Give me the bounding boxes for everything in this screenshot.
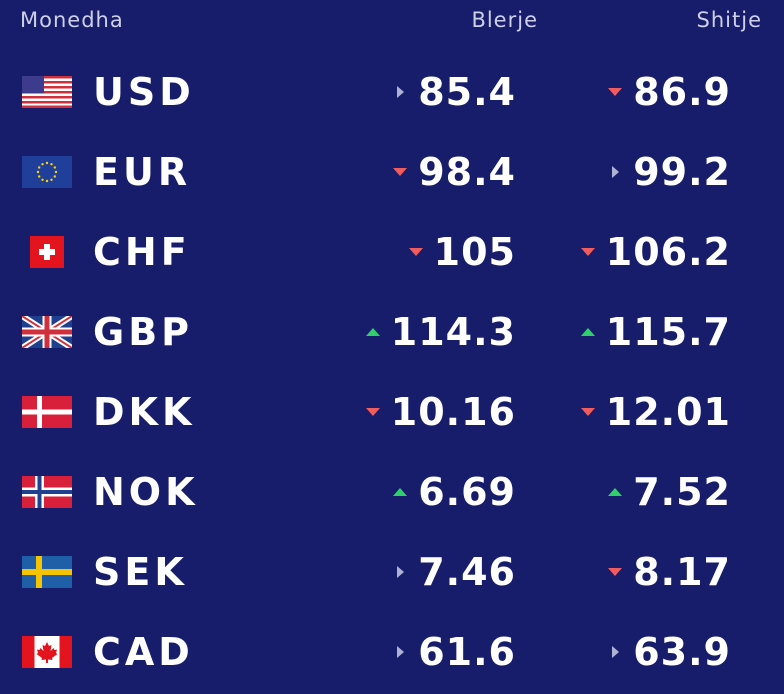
- trend-down: [608, 568, 623, 576]
- rate-row: SEK 7.46 8.17: [0, 532, 784, 612]
- sell-rate: 86.9: [633, 70, 731, 114]
- flag: [22, 476, 72, 508]
- buy-cell: 105: [408, 212, 516, 292]
- header-currency: Monedha: [20, 8, 124, 32]
- flag: [22, 396, 72, 428]
- buy-rate: 98.4: [418, 150, 516, 194]
- buy-rate: 6.69: [418, 470, 516, 514]
- sell-cell: 115.7: [580, 292, 731, 372]
- flag: [22, 76, 72, 108]
- trend-neutral: [612, 166, 620, 178]
- buy-cell: 7.46: [392, 532, 516, 612]
- sell-cell: 63.9: [607, 612, 731, 692]
- sell-cell: 99.2: [607, 132, 731, 212]
- rate-row: CAD 61.6 63.9: [0, 612, 784, 692]
- sell-cell: 7.52: [607, 452, 731, 532]
- buy-rate: 61.6: [418, 630, 516, 674]
- flag: [30, 236, 64, 268]
- trend-down: [365, 408, 380, 416]
- flag: [22, 316, 72, 348]
- currency-code: EUR: [93, 150, 192, 194]
- trend-down: [408, 248, 423, 256]
- sell-rate: 115.7: [605, 310, 731, 354]
- currency-code: CAD: [93, 630, 194, 674]
- trend-arrow: [608, 88, 623, 96]
- trend-arrow: [365, 408, 380, 416]
- buy-rate: 85.4: [418, 70, 516, 114]
- buy-rate: 114.3: [390, 310, 516, 354]
- sell-rate: 7.52: [633, 470, 731, 514]
- flag: [22, 556, 72, 588]
- trend-down: [580, 248, 595, 256]
- trend-arrow: [397, 566, 405, 578]
- sell-rate: 99.2: [633, 150, 731, 194]
- buy-cell: 6.69: [392, 452, 516, 532]
- rate-row: NOK 6.69 7.52: [0, 452, 784, 532]
- sell-cell: 106.2: [580, 212, 731, 292]
- buy-cell: 114.3: [365, 292, 516, 372]
- buy-cell: 61.6: [392, 612, 516, 692]
- trend-neutral: [397, 86, 405, 98]
- rate-row: EUR 98.4 99.2: [0, 132, 784, 212]
- buy-rate: 10.16: [390, 390, 516, 434]
- trend-arrow: [393, 488, 408, 496]
- rate-row: USD 85.4 86.9: [0, 52, 784, 132]
- trend-up: [365, 328, 380, 336]
- buy-rate: 105: [433, 230, 516, 274]
- currency-code: NOK: [93, 470, 199, 514]
- rate-row: DKK 10.16 12.01: [0, 372, 784, 452]
- trend-neutral: [612, 646, 620, 658]
- rate-row: CHF 105 106.2: [0, 212, 784, 292]
- sell-cell: 86.9: [607, 52, 731, 132]
- trend-arrow: [365, 328, 380, 336]
- rate-row: GBP 114.3 115.7: [0, 292, 784, 372]
- trend-arrow: [393, 168, 408, 176]
- currency-code: CHF: [93, 230, 191, 274]
- sell-rate: 106.2: [605, 230, 731, 274]
- flag: [22, 156, 72, 188]
- trend-arrow: [608, 488, 623, 496]
- header-buy: Blerje: [471, 8, 538, 32]
- trend-arrow: [397, 646, 405, 658]
- sell-cell: 12.01: [580, 372, 731, 452]
- sell-rate: 63.9: [633, 630, 731, 674]
- sell-rate: 12.01: [605, 390, 731, 434]
- sell-rate: 8.17: [633, 550, 731, 594]
- trend-arrow: [408, 248, 423, 256]
- buy-rate: 7.46: [418, 550, 516, 594]
- trend-neutral: [397, 646, 405, 658]
- trend-down: [580, 408, 595, 416]
- buy-cell: 98.4: [392, 132, 516, 212]
- currency-code: GBP: [93, 310, 194, 354]
- trend-arrow: [397, 86, 405, 98]
- buy-cell: 10.16: [365, 372, 516, 452]
- sell-cell: 8.17: [607, 532, 731, 612]
- trend-neutral: [397, 566, 405, 578]
- trend-up: [580, 328, 595, 336]
- currency-code: DKK: [93, 390, 196, 434]
- trend-down: [393, 168, 408, 176]
- trend-arrow: [612, 646, 620, 658]
- trend-arrow: [608, 568, 623, 576]
- trend-arrow: [580, 328, 595, 336]
- flag: [22, 636, 72, 668]
- trend-up: [608, 488, 623, 496]
- header-sell: Shitje: [696, 8, 762, 32]
- buy-cell: 85.4: [392, 52, 516, 132]
- currency-code: SEK: [93, 550, 188, 594]
- trend-up: [393, 488, 408, 496]
- trend-arrow: [580, 408, 595, 416]
- trend-arrow: [580, 248, 595, 256]
- currency-code: USD: [93, 70, 195, 114]
- trend-down: [608, 88, 623, 96]
- trend-arrow: [612, 166, 620, 178]
